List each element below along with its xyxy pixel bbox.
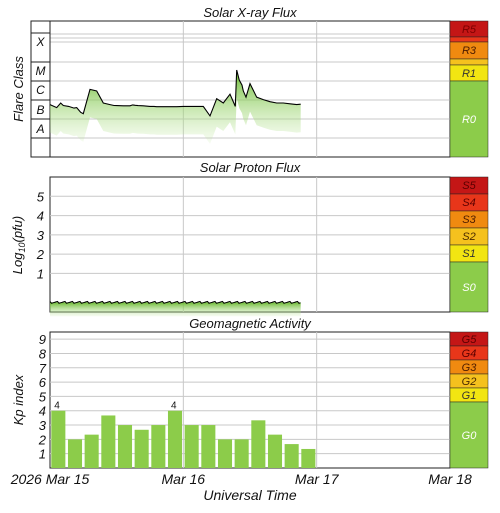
xray-flux-line xyxy=(49,69,301,118)
proton-s-scale: S5 S4 S3 S2 S1 S0 xyxy=(449,176,489,313)
proton-ytick-label: 1 xyxy=(37,266,44,281)
kp-ytick-label: 1 xyxy=(39,447,46,462)
class-label-b: B xyxy=(36,103,44,117)
scale-s5-label: S5 xyxy=(462,180,476,192)
scale-s0 xyxy=(449,261,489,313)
proton-series xyxy=(49,300,301,317)
kp-plot-area xyxy=(49,331,451,469)
x-axis-label: Universal Time xyxy=(203,487,296,503)
xray-series xyxy=(49,69,301,144)
kp-ytick-label: 7 xyxy=(39,361,47,376)
proton-ylabel: Log10(pfu) xyxy=(10,216,27,274)
kp-bar xyxy=(184,425,199,468)
xray-title: Solar X-ray Flux xyxy=(203,5,297,20)
scale-s0-label: S0 xyxy=(462,282,476,294)
xray-class-column: X M C B A xyxy=(30,20,51,158)
xray-ylabel: Flare Class xyxy=(11,56,26,122)
scale-g2-label: G2 xyxy=(462,376,477,388)
proton-plot-area xyxy=(49,176,451,313)
xray-panel: X M C B A Flare Class R5 R3 R1 R0 xyxy=(11,20,489,158)
scale-g3-label: G3 xyxy=(462,362,478,374)
kp-ytick-label: 5 xyxy=(39,389,47,404)
kp-ytick-label: 8 xyxy=(39,346,47,361)
kp-g-scale: G5 G4 G3 G2 G1 G0 xyxy=(449,331,489,469)
kp-bar xyxy=(201,425,216,468)
scale-r4 xyxy=(449,36,489,43)
scale-g4-label: G4 xyxy=(462,348,477,360)
kp-bar xyxy=(51,410,66,468)
x-tick-mar16: Mar 16 xyxy=(162,471,206,487)
kp-title: Geomagnetic Activity xyxy=(189,316,312,331)
scale-r1-label: R1 xyxy=(462,68,476,80)
proton-ytick-label: 3 xyxy=(37,228,45,243)
class-label-a: A xyxy=(35,122,44,136)
scale-s1-label: S1 xyxy=(462,248,475,260)
class-label-c: C xyxy=(36,83,45,97)
kp-ytick-label: 6 xyxy=(39,375,47,390)
kp-bar xyxy=(251,420,266,468)
kp-bar xyxy=(167,410,183,468)
kp-bar xyxy=(267,434,283,468)
proton-ytick-label: 4 xyxy=(37,209,44,224)
proton-yticks: 1 2 3 4 5 xyxy=(36,189,45,281)
xray-r-scale: R5 R3 R1 R0 xyxy=(449,20,489,158)
kp-bar xyxy=(284,444,299,468)
kp-bar xyxy=(101,415,116,468)
kp-bar xyxy=(151,425,166,468)
kp-bar xyxy=(217,439,233,468)
scale-r0 xyxy=(449,80,489,158)
xray-class-box xyxy=(30,20,51,158)
proton-flux-line xyxy=(49,300,301,304)
proton-panel: 1 2 3 4 5 Log10(pfu) S5 S4 S3 S2 S1 S0 xyxy=(10,176,489,317)
proton-flux-fill xyxy=(50,302,301,317)
kp-ytick-label: 2 xyxy=(38,432,47,447)
scale-g0 xyxy=(449,401,489,469)
scale-r3-label: R3 xyxy=(462,45,477,57)
kp-bar xyxy=(234,439,249,468)
kp-ytick-label: 4 xyxy=(39,404,46,419)
proton-ytick-label: 5 xyxy=(37,189,45,204)
x-tick-mar18: Mar 18 xyxy=(428,471,472,487)
proton-title: Solar Proton Flux xyxy=(200,160,301,175)
kp-bar-label: 4 xyxy=(171,401,177,412)
scale-g5-label: G5 xyxy=(462,334,478,346)
proton-ytick-label: 2 xyxy=(36,247,45,262)
kp-grid xyxy=(50,332,450,468)
scale-r0-label: R0 xyxy=(462,114,477,126)
kp-bar xyxy=(67,439,83,468)
kp-bar xyxy=(117,425,133,468)
kp-ytick-label: 3 xyxy=(39,418,47,433)
class-label-x: X xyxy=(35,35,45,49)
kp-ytick-label: 9 xyxy=(39,332,46,347)
scale-g1-label: G1 xyxy=(462,390,477,402)
kp-ylabel: Kp index xyxy=(11,374,26,425)
kp-bar-label: 4 xyxy=(54,401,60,412)
kp-bar xyxy=(134,429,149,468)
scale-r2 xyxy=(449,58,489,66)
x-tick-mar17: Mar 17 xyxy=(295,471,340,487)
class-label-m: M xyxy=(36,64,46,78)
scale-g0-label: G0 xyxy=(462,430,478,442)
kp-bar xyxy=(301,448,316,468)
kp-bar xyxy=(84,434,99,468)
x-tick-mar15: 2026 Mar 15 xyxy=(10,471,90,487)
proton-grid xyxy=(50,177,450,312)
scale-s2-label: S2 xyxy=(462,231,475,243)
scale-s3-label: S3 xyxy=(462,214,476,226)
scale-r5-label: R5 xyxy=(462,24,477,36)
scale-s4-label: S4 xyxy=(462,197,475,209)
